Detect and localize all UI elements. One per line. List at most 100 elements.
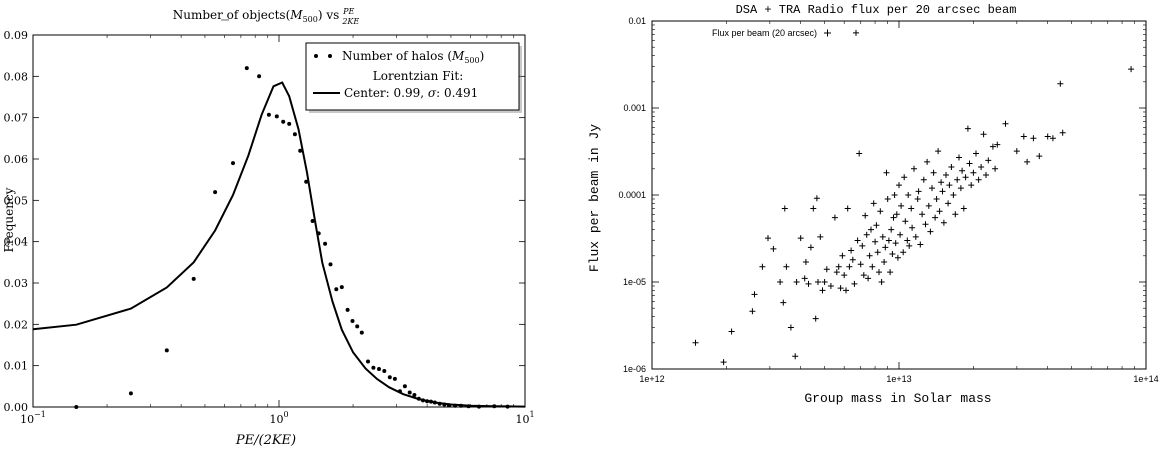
data-point <box>839 252 846 259</box>
data-point <box>938 179 945 186</box>
y-tick-label: 1e-05 <box>623 277 646 287</box>
data-point <box>932 214 939 221</box>
legend-label-halos: Number of halos (M500) <box>342 49 484 65</box>
data-point <box>1128 66 1135 73</box>
data-point <box>870 200 877 207</box>
data-point <box>281 119 286 124</box>
data-point <box>978 164 985 170</box>
data-point <box>287 121 292 126</box>
data-point <box>807 244 814 251</box>
data-point <box>819 287 826 294</box>
plot-area-frame <box>32 34 526 408</box>
data-point <box>862 212 869 219</box>
y-tick-label: 0.02 <box>4 318 29 331</box>
data-point <box>274 114 279 119</box>
data-point <box>777 279 784 285</box>
data-point <box>877 208 884 215</box>
fit-line-path <box>32 81 526 408</box>
data-point <box>912 233 919 240</box>
data-point <box>954 176 961 183</box>
data-point <box>894 254 901 261</box>
data-point <box>891 192 898 198</box>
x-tick-label: 1e+12 <box>639 374 664 384</box>
y-tick-label: 0.06 <box>4 153 29 166</box>
data-point <box>407 390 412 395</box>
y-tick-label: 0.01 <box>4 360 29 373</box>
data-point <box>304 179 309 184</box>
data-point <box>692 339 699 346</box>
y-axis-label: Flux per beam in Jy <box>587 124 602 272</box>
data-point <box>878 279 885 285</box>
data-point <box>920 176 927 183</box>
data-point <box>244 66 249 71</box>
data-point <box>983 172 989 178</box>
data-point <box>844 205 851 212</box>
data-point <box>1030 135 1037 142</box>
data-point <box>837 285 844 292</box>
x-axis-label: Group mass in Solar mass <box>804 391 991 406</box>
data-point <box>355 324 360 329</box>
data-point <box>728 328 735 335</box>
legend: Flux per beam (20 arcsec) <box>712 28 831 38</box>
data-point <box>1044 133 1051 140</box>
data-point <box>898 202 905 209</box>
data-point <box>889 251 896 257</box>
data-point <box>882 244 889 251</box>
data-point <box>881 259 888 265</box>
legend-plus-marker <box>824 29 831 37</box>
data-point <box>943 172 949 178</box>
data-point <box>412 393 417 397</box>
data-point <box>437 401 442 406</box>
y-tick-label: 0.00 <box>4 401 29 414</box>
data-point <box>213 190 218 195</box>
data-point <box>371 365 376 370</box>
data-point <box>948 164 955 170</box>
data-point <box>1036 153 1043 160</box>
data-point <box>751 291 758 298</box>
data-point <box>902 218 909 225</box>
y-tick-label: 1e-06 <box>623 364 646 374</box>
data-point <box>392 376 397 381</box>
data-point <box>992 165 999 172</box>
x-tick-label: 10−1 <box>20 410 46 426</box>
y-tick-labels: 0.00 0.01 0.02 0.03 0.04 0.05 0.06 0.07 0.08 0.09 <box>4 29 29 414</box>
data-point <box>884 196 891 202</box>
data-point <box>957 185 964 192</box>
data-point <box>1020 133 1027 140</box>
data-point <box>231 161 235 166</box>
data-point <box>860 272 867 279</box>
chart-frequency: Number of objects(M500) vs PE 2KE Frequen… <box>2 7 535 448</box>
data-point <box>164 348 169 353</box>
data-point <box>908 205 915 212</box>
data-point <box>950 192 957 198</box>
data-point <box>906 242 913 249</box>
legend-label-fit: Center: 0.99, σ: 0.491 <box>344 86 478 100</box>
data-point <box>787 324 794 331</box>
data-point <box>900 249 907 256</box>
data-point <box>1024 158 1031 165</box>
data-point <box>770 245 777 252</box>
data-point <box>781 205 788 212</box>
data-point <box>1057 80 1064 87</box>
data-point <box>888 226 895 233</box>
y-tick-label: 0.01 <box>628 16 646 26</box>
data-point <box>310 219 315 223</box>
data-point <box>964 125 971 132</box>
data-point <box>857 261 864 268</box>
data-point <box>887 269 894 276</box>
data-point <box>492 404 497 409</box>
data-point <box>925 202 932 209</box>
data-point <box>904 237 911 244</box>
data-point <box>936 208 943 215</box>
data-point <box>765 235 771 242</box>
data-point <box>749 308 756 315</box>
data-point <box>328 262 333 267</box>
data-point <box>914 196 921 202</box>
data-point <box>945 200 952 207</box>
data-point <box>973 150 979 157</box>
data-point <box>919 211 926 218</box>
data-point <box>868 226 874 233</box>
data-point <box>425 399 430 404</box>
data-point <box>897 231 904 238</box>
data-point <box>429 399 433 404</box>
